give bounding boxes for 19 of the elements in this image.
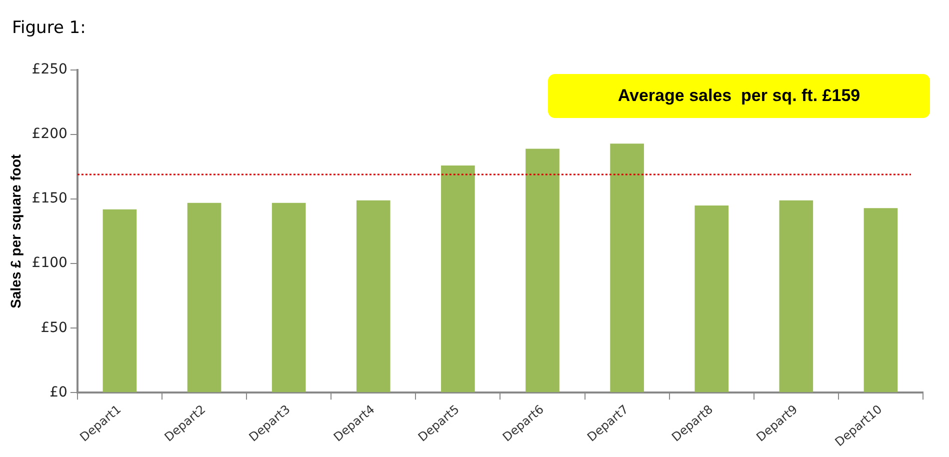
- bar: [356, 200, 390, 392]
- y-tick-label: £50: [40, 320, 68, 336]
- bar: [779, 200, 814, 392]
- bar: [610, 144, 644, 392]
- bar: [864, 208, 898, 392]
- y-tick-label: £250: [32, 62, 68, 78]
- bar: [526, 148, 560, 392]
- bar: [272, 202, 306, 392]
- bar: [441, 166, 475, 392]
- y-tick-label: £200: [32, 126, 68, 142]
- bar: [187, 202, 222, 392]
- bar: [102, 209, 137, 392]
- y-tick-label: £100: [32, 255, 68, 272]
- y-tick-label: £0: [50, 384, 68, 400]
- y-tick-label: £150: [32, 190, 68, 207]
- bar: [694, 206, 729, 392]
- callout-box: Average sales per sq. ft. £159: [548, 74, 930, 118]
- chart-title: Figure 1:: [12, 18, 86, 38]
- y-axis-title: Sales £ per square foot: [7, 154, 24, 308]
